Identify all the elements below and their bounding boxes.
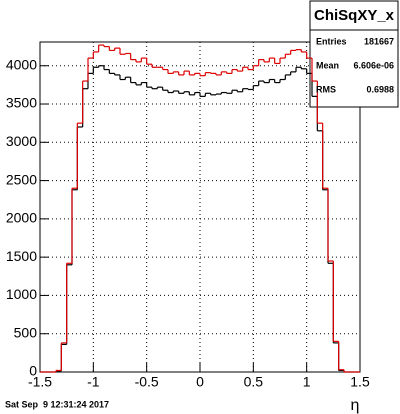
stats-label: RMS bbox=[316, 84, 336, 94]
y-tick-label: 500 bbox=[14, 324, 38, 340]
stats-label: Mean bbox=[316, 60, 339, 70]
x-tick-label: 0.5 bbox=[244, 374, 264, 390]
stats-value: 0.6988 bbox=[366, 84, 394, 94]
x-tick-label: 1 bbox=[303, 374, 311, 390]
y-tick-label: 0 bbox=[29, 363, 37, 379]
x-axis-label: η bbox=[351, 397, 360, 414]
x-tick-label: 0 bbox=[196, 374, 204, 390]
y-tick-label: 2000 bbox=[6, 210, 37, 226]
stats-title: ChiSqXY_x bbox=[314, 7, 395, 24]
date-stamp: Sat Sep 9 12:31:24 2017 bbox=[5, 399, 109, 409]
x-tick-label: -0.5 bbox=[135, 374, 159, 390]
x-tick-label: -1 bbox=[87, 374, 100, 390]
stats-box bbox=[309, 0, 399, 108]
x-tick-label: -1.5 bbox=[28, 374, 52, 390]
y-tick-label: 4000 bbox=[6, 56, 37, 72]
y-tick-label: 1500 bbox=[6, 248, 37, 264]
y-tick-label: 1000 bbox=[6, 286, 37, 302]
y-tick-label: 3500 bbox=[6, 95, 37, 111]
y-tick-label: 2500 bbox=[6, 171, 37, 187]
stats-value: 181667 bbox=[364, 36, 394, 46]
stats-value: 6.606e-06 bbox=[353, 60, 394, 70]
x-tick-label: 1.5 bbox=[350, 374, 370, 390]
y-tick-label: 3000 bbox=[6, 133, 37, 149]
stats-label: Entries bbox=[316, 36, 347, 46]
